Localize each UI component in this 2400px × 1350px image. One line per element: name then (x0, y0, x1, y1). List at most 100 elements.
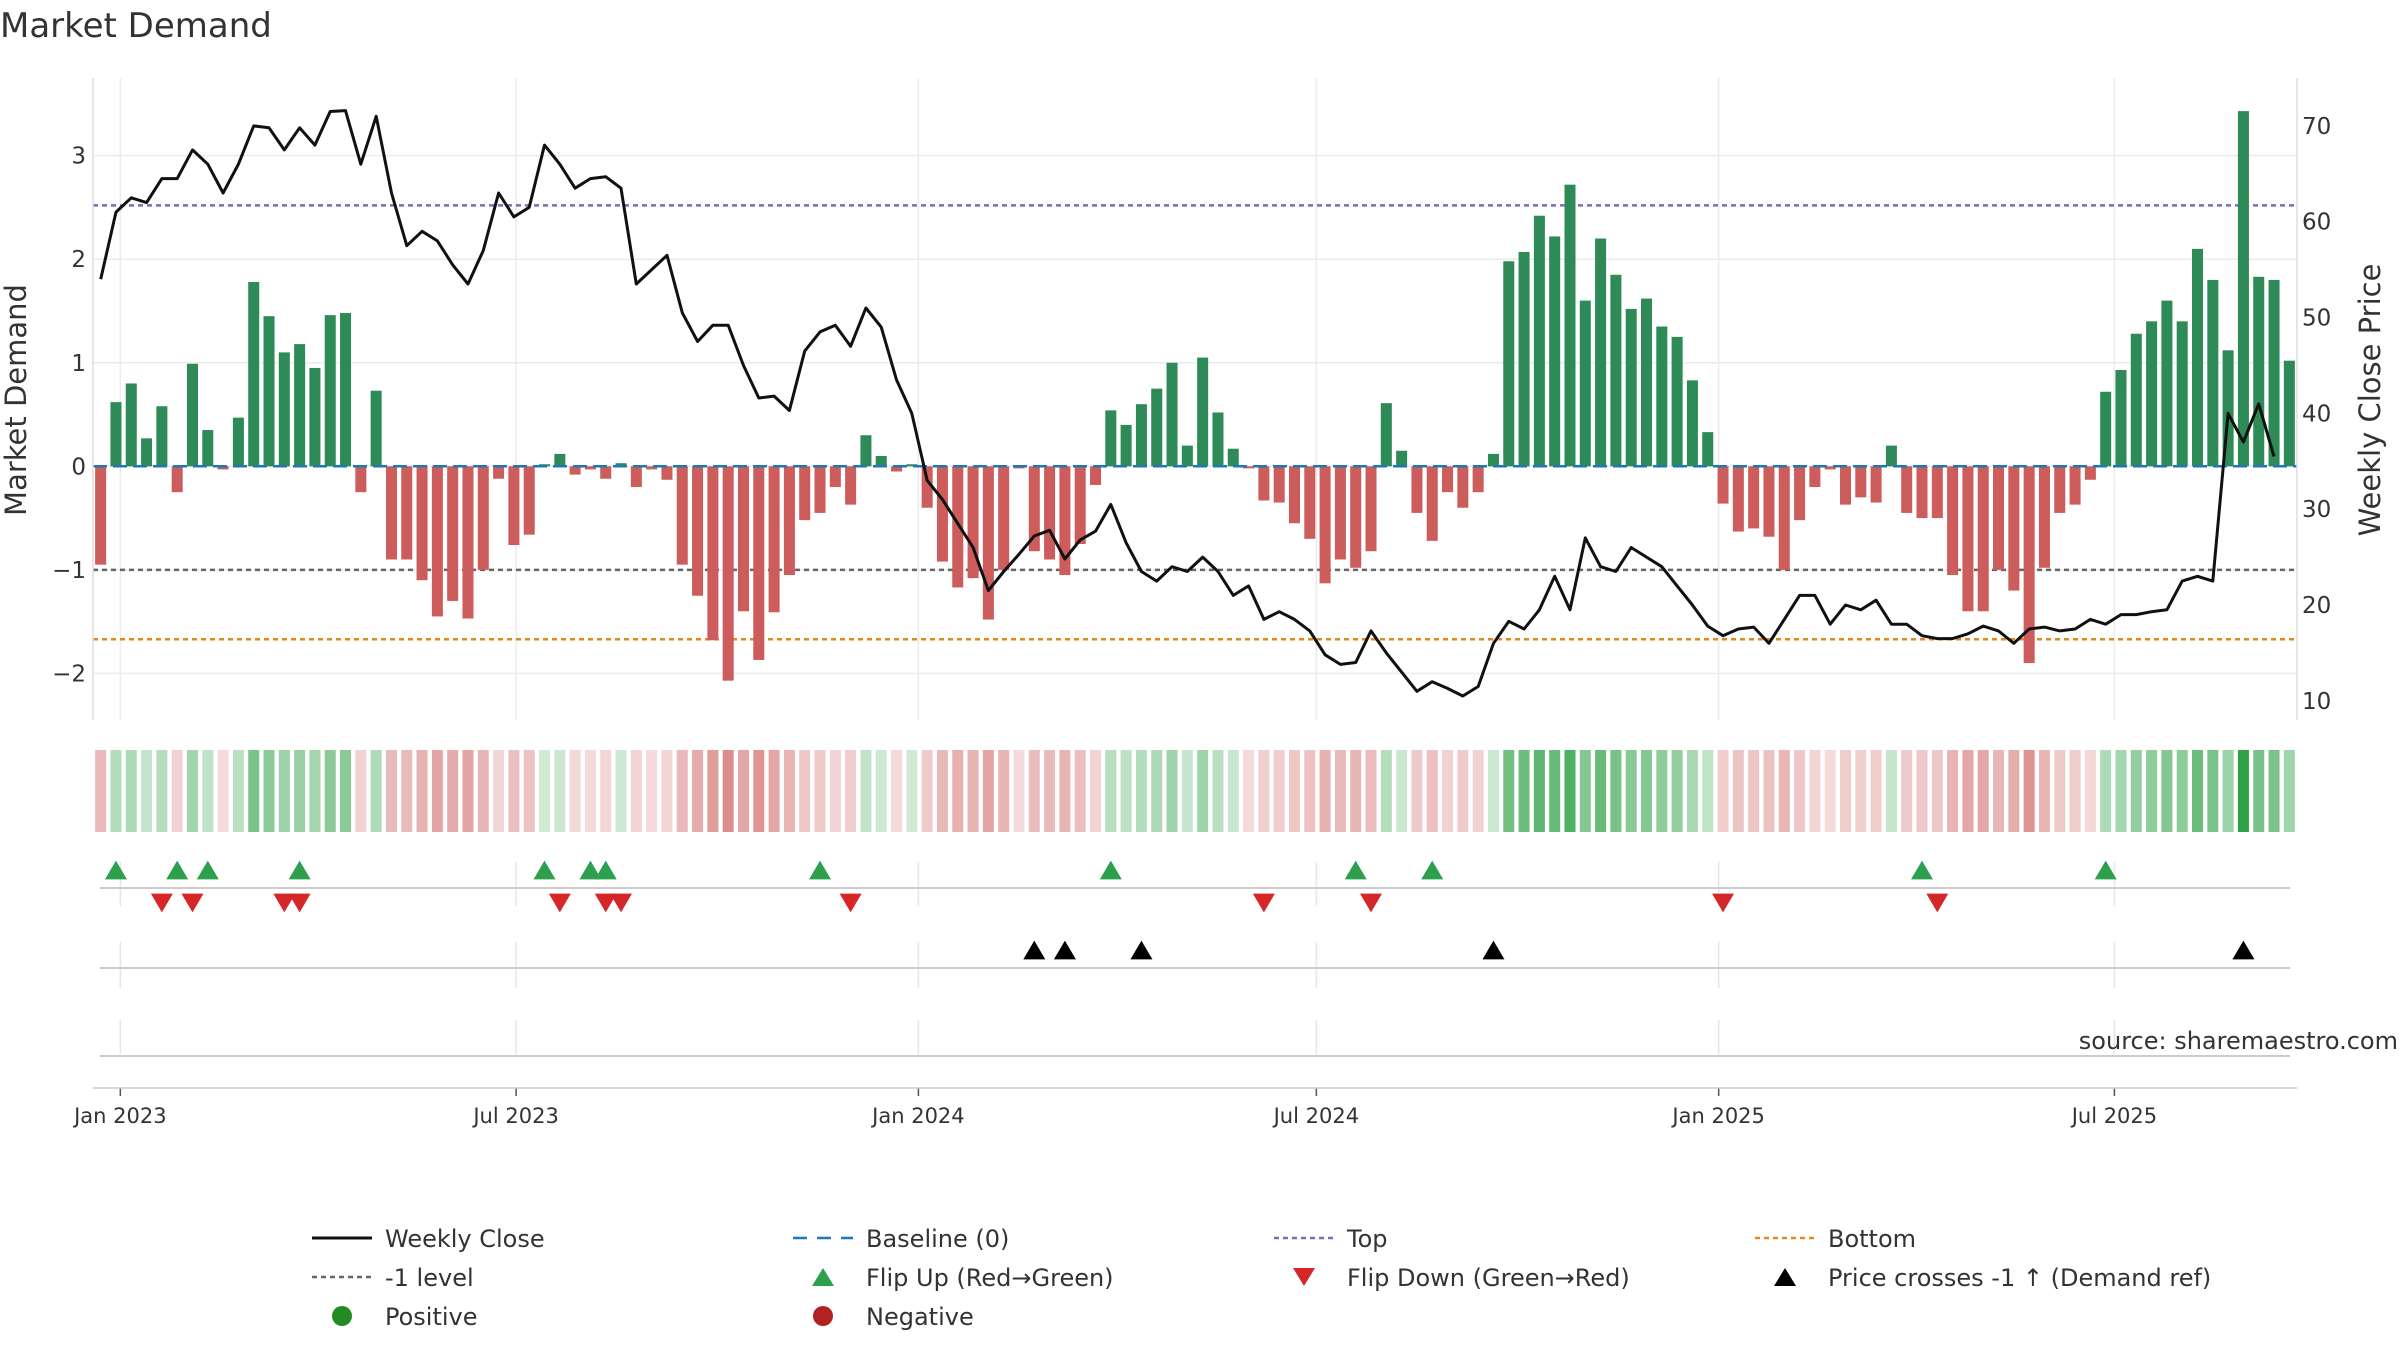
demand-bar (692, 466, 704, 596)
heat-cell (998, 750, 1010, 832)
legend: Weekly Close Baseline (0) Top Bottom -1 leve… (312, 1225, 2211, 1331)
demand-bar (1809, 466, 1821, 488)
demand-bar (2084, 466, 2096, 480)
x-tick-label: Jul 2025 (2070, 1104, 2157, 1128)
demand-bar (1839, 466, 1851, 505)
heat-cell (1472, 750, 1484, 832)
demand-bar (860, 435, 872, 467)
x-tick-label: Jul 2024 (1272, 1104, 1359, 1128)
heat-cell (1625, 750, 1637, 832)
demand-bar (1686, 380, 1698, 467)
demand-bar (202, 430, 214, 467)
demand-bar (737, 466, 749, 612)
heat-cell (799, 750, 811, 832)
heat-cell (584, 750, 596, 832)
y-right-tick-label: 40 (2302, 401, 2331, 427)
heat-cell (2222, 750, 2234, 832)
demand-bar (1090, 466, 1102, 485)
demand-bar (1518, 251, 1530, 467)
demand-bar (875, 455, 887, 467)
heat-cell (814, 750, 826, 832)
demand-bar (278, 352, 290, 467)
weekly-close-line (99, 109, 2276, 698)
heat-cell (661, 750, 673, 832)
heat-cell (2237, 750, 2249, 832)
demand-bar (141, 438, 153, 467)
demand-bar (1319, 466, 1331, 584)
price-cross-marker (1053, 940, 1076, 960)
heat-cell (936, 750, 948, 832)
price-cross-marker (1023, 940, 1046, 960)
flip-up-marker (1099, 860, 1122, 880)
heat-cell (646, 750, 658, 832)
heat-cell (1610, 750, 1622, 832)
heat-cell (370, 750, 382, 832)
legend-label: -1 level (385, 1264, 474, 1292)
demand-bar (1212, 412, 1224, 467)
demand-bar (1411, 466, 1423, 513)
x-tick-label: Jan 2023 (72, 1104, 167, 1128)
heat-cell (2008, 750, 2020, 832)
heat-cell (845, 750, 857, 832)
demand-bar (783, 466, 795, 576)
heat-cell (2069, 750, 2081, 832)
heat-cell (462, 750, 474, 832)
heat-cell (278, 750, 290, 832)
demand-bar (186, 363, 198, 467)
heat-cell (1059, 750, 1071, 832)
demand-bar (1258, 466, 1270, 501)
heat-cell (1120, 750, 1132, 832)
demand-bar (906, 464, 918, 467)
demand-bar (1105, 410, 1117, 467)
heat-cell (110, 750, 122, 832)
flip-up-marker (288, 860, 311, 880)
heat-cell (1304, 750, 1316, 832)
heat-cell (2253, 750, 2265, 832)
heat-cell (385, 750, 397, 832)
reference-lines (93, 204, 2297, 641)
heat-cell (1028, 750, 1040, 832)
demand-bar (952, 466, 964, 588)
heat-cell (2100, 750, 2112, 832)
heat-cell (1778, 750, 1790, 832)
flip-down-marker (548, 893, 571, 913)
demand-bar (447, 466, 459, 601)
heat-cell (1334, 750, 1346, 832)
demand-bar (1595, 238, 1607, 467)
demand-bar (2054, 466, 2066, 513)
demand-bar (324, 315, 336, 467)
demand-bar (1396, 450, 1408, 467)
heat-cell (2192, 750, 2204, 832)
heat-cell (2130, 750, 2142, 832)
heat-cell (1396, 750, 1408, 832)
heat-cell (1671, 750, 1683, 832)
heat-cell (156, 750, 168, 832)
heat-cell (1564, 750, 1576, 832)
heat-cell (125, 750, 137, 832)
legend-item-positive: Positive (332, 1303, 478, 1331)
heat-cell (1273, 750, 1285, 832)
heat-cell (416, 750, 428, 832)
legend-swatch (1293, 1268, 1315, 1286)
demand-bar (1916, 466, 1928, 519)
heat-cell (1870, 750, 1882, 832)
demand-bar (309, 367, 321, 467)
heat-cell (600, 750, 612, 832)
demand-bar (1365, 466, 1377, 552)
y-left-tick-label: 0 (71, 454, 86, 480)
heat-cell (186, 750, 198, 832)
heat-cell (1288, 750, 1300, 832)
heat-cell (982, 750, 994, 832)
flip-down-marker (839, 893, 862, 913)
demand-bar (385, 466, 397, 560)
legend-item-flipdown: Flip Down (Green→Red) (1293, 1264, 1630, 1292)
heat-cell (1702, 750, 1714, 832)
demand-bar (2161, 300, 2173, 467)
price-cross-marker (1130, 940, 1153, 960)
heat-cell (1350, 750, 1362, 832)
event-markers (104, 860, 2255, 960)
heat-cell (2023, 750, 2035, 832)
heat-cell (921, 750, 933, 832)
legend-label: Flip Down (Green→Red) (1347, 1264, 1630, 1292)
heat-cell (2161, 750, 2173, 832)
